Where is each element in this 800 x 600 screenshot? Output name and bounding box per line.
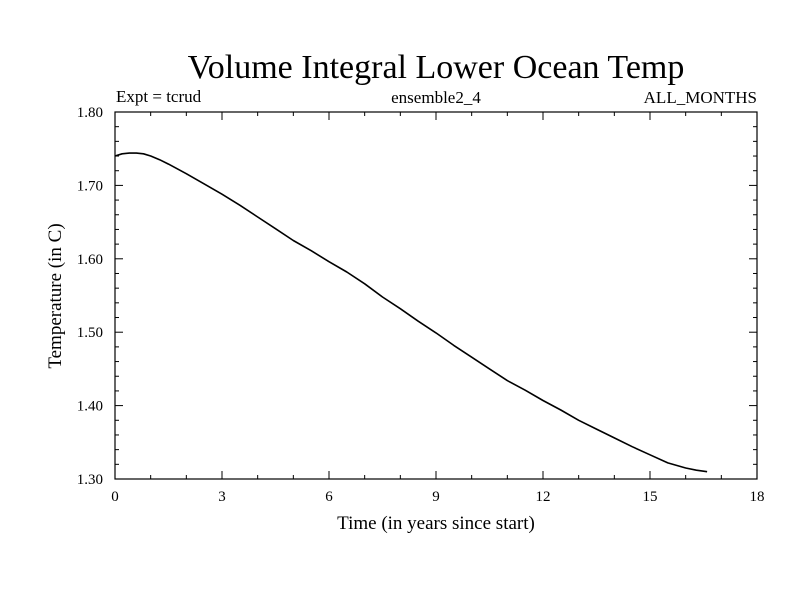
x-tick-label: 15 <box>643 489 658 505</box>
chart-title: Volume Integral Lower Ocean Temp <box>188 49 685 86</box>
y-tick-label: 1.70 <box>77 178 103 194</box>
y-tick-label: 1.40 <box>77 399 103 415</box>
x-tick-label: 0 <box>111 489 119 505</box>
y-axis-label: Temperature (in C) <box>45 223 66 368</box>
x-tick-label: 9 <box>432 489 440 505</box>
x-tick-label: 6 <box>325 489 333 505</box>
series-lines <box>114 152 708 473</box>
y-tick-labels: 1.30 1.40 1.50 1.60 1.70 1.80 <box>77 105 103 488</box>
x-tick-labels: 0 3 6 9 12 15 18 <box>111 489 764 505</box>
x-tick-label: 3 <box>218 489 226 505</box>
x-tick-label: 18 <box>750 489 765 505</box>
y-tick-label: 1.80 <box>77 105 103 121</box>
x-tick-label: 12 <box>536 489 551 505</box>
axis-ticks <box>114 111 758 480</box>
plot-frame <box>114 111 758 480</box>
subtitle-ensemble: ensemble2_4 <box>391 88 481 107</box>
y-tick-label: 1.60 <box>77 252 103 268</box>
y-tick-label: 1.30 <box>77 472 103 488</box>
series-line <box>114 152 708 473</box>
y-tick-label: 1.50 <box>77 325 103 341</box>
x-axis-label: Time (in years since start) <box>337 513 535 534</box>
subtitle-months: ALL_MONTHS <box>644 88 757 107</box>
subtitle-experiment: Expt = tcrud <box>116 87 202 106</box>
